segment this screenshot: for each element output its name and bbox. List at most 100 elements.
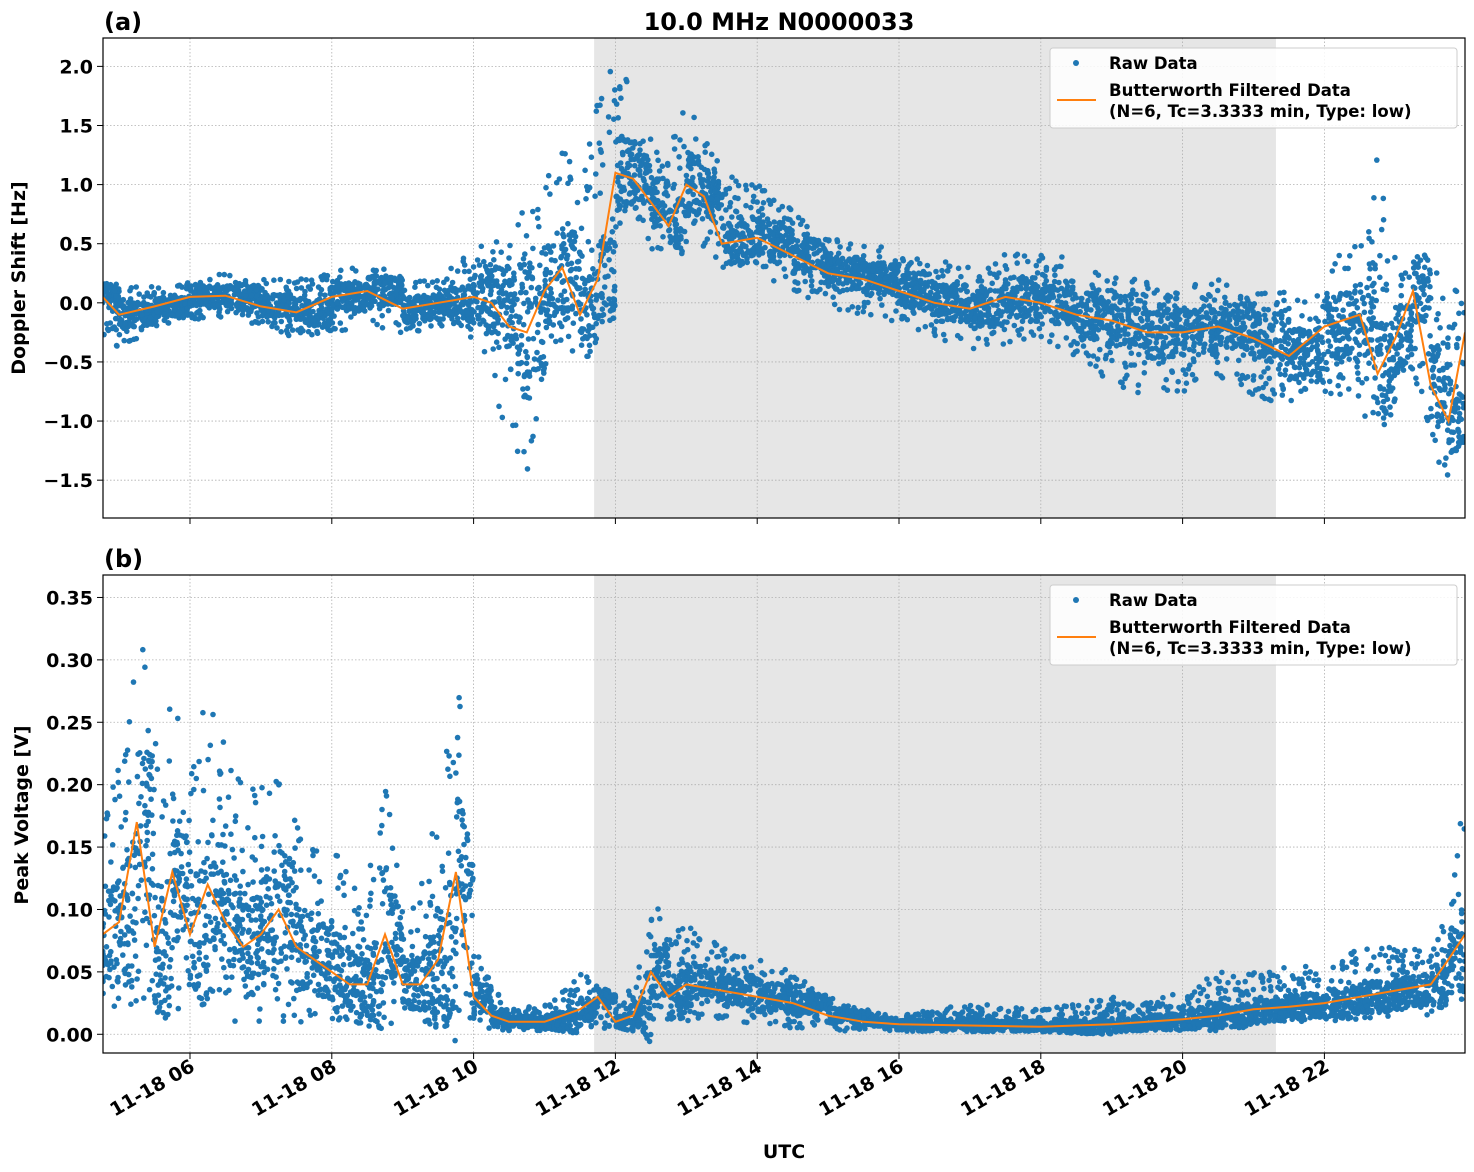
raw-data-point [508,337,514,344]
raw-data-point [1247,315,1253,322]
raw-data-point [896,298,903,305]
raw-data-point [1279,392,1286,398]
raw-data-point [690,191,696,198]
raw-data-point [520,321,527,328]
raw-data-point [307,286,314,292]
raw-data-point [808,283,815,289]
raw-data-point [551,302,557,308]
raw-data-point [491,321,498,328]
raw-data-point [1056,313,1063,319]
raw-data-point [221,271,228,278]
raw-data-point [545,243,551,249]
raw-data-point [293,305,300,311]
raw-data-point [1299,313,1305,319]
raw-data-point [868,290,875,297]
raw-data-point [736,247,742,254]
raw-data-point [794,238,801,244]
raw-data-point [126,305,133,311]
raw-data-point [1267,322,1274,329]
raw-data-point [385,307,392,314]
raw-data-point [854,310,861,317]
raw-data-point [1161,356,1167,362]
raw-data-point [1157,312,1164,318]
raw-data-point [350,281,356,288]
raw-data-point [932,280,938,287]
raw-data-point [759,230,765,236]
raw-data-point [743,186,750,193]
raw-data-point [1006,313,1013,320]
raw-data-point [1109,357,1115,364]
raw-data-point [635,215,642,222]
raw-data-point [1169,368,1175,374]
raw-data-point [795,280,801,286]
raw-data-point [735,182,742,189]
raw-data-point [893,308,899,314]
raw-data-point [334,306,341,312]
raw-data-point [319,276,326,283]
raw-data-point [506,255,512,261]
raw-data-point [153,318,159,324]
raw-data-point [523,348,529,355]
raw-data-point [111,324,118,330]
raw-data-point [542,251,549,257]
raw-data-point [413,279,419,286]
raw-data-point [1005,281,1011,287]
raw-data-point [252,318,259,325]
raw-data-point [1195,351,1202,358]
raw-data-point [566,158,573,165]
raw-data-point [526,373,533,380]
raw-data-point [478,243,485,250]
raw-data-point [225,303,231,309]
raw-data-point [646,162,653,169]
raw-data-point [584,187,591,194]
raw-data-point [972,315,978,321]
raw-data-point [470,264,477,270]
raw-data-point [1322,388,1329,395]
raw-data-point [422,318,428,324]
raw-data-point [551,312,558,319]
raw-data-point [735,232,742,238]
raw-data-point [1067,319,1073,325]
raw-data-point [517,315,523,321]
raw-data-point [263,280,270,287]
raw-data-point [836,306,843,313]
raw-data-point [341,304,347,310]
raw-data-point [1125,331,1131,338]
raw-data-point [841,261,848,267]
raw-data-point [1259,393,1265,400]
raw-data-point [436,291,443,297]
raw-data-point [954,332,961,339]
raw-data-point [1117,299,1123,306]
raw-data-point [154,308,161,315]
raw-data-point [1181,345,1187,352]
raw-data-point [1055,298,1061,304]
raw-data-point [339,327,346,334]
raw-data-point [321,321,328,328]
raw-data-point [1088,307,1094,313]
raw-data-point [740,241,746,248]
raw-data-point [1038,333,1044,340]
raw-data-point [814,250,820,256]
y-axis-label-a: Doppler Shift [Hz] [8,181,30,374]
raw-data-point [866,273,872,279]
raw-data-point [133,284,139,290]
raw-data-point [994,320,1000,327]
raw-data-point [1155,353,1162,359]
raw-data-point [1117,341,1124,348]
raw-data-point [553,179,560,186]
raw-data-point [1266,355,1273,362]
raw-data-point [632,162,638,169]
raw-data-point [1055,343,1061,350]
raw-data-point [600,311,607,318]
raw-data-point [579,275,586,282]
raw-data-point [574,259,581,265]
raw-data-point [962,282,968,288]
raw-data-point [1218,373,1224,379]
raw-data-point [830,294,836,301]
raw-data-point [621,199,627,205]
raw-data-point [691,220,697,226]
raw-data-point [1252,332,1259,338]
raw-data-point [1032,318,1039,324]
raw-data-point [285,332,292,339]
